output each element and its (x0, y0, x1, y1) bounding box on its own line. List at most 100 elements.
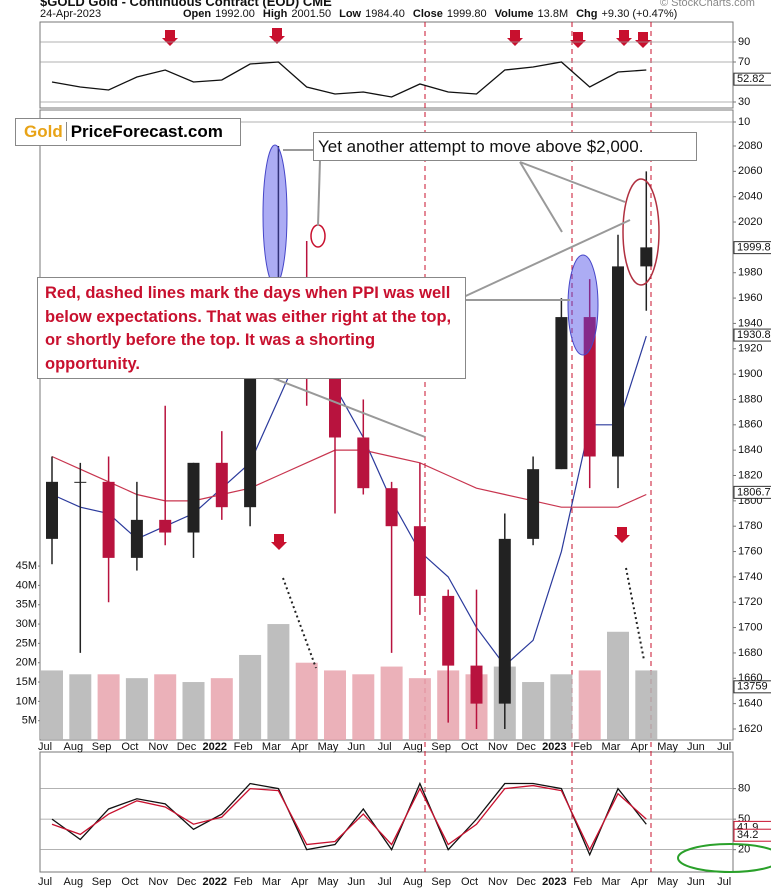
y-tick-label: 35M (16, 599, 37, 611)
x-tick-label: Aug (64, 741, 84, 753)
x-tick-label: May (657, 741, 678, 753)
candle-body (413, 526, 426, 596)
pointer (456, 219, 631, 301)
down-arrow (507, 30, 523, 46)
y-tick-label: 1700 (738, 621, 762, 633)
highlight (310, 224, 326, 248)
x-tick-label: Feb (234, 876, 253, 888)
price-panel (39, 109, 734, 741)
logo-site: PriceForecast.com (70, 122, 223, 141)
quote-label: Open (183, 8, 212, 20)
x-tick-label: Jun (687, 876, 705, 888)
volume-bar (210, 678, 233, 740)
x-tick-label: Dec (177, 741, 197, 753)
ppi-lines (424, 22, 652, 872)
candle-body (46, 481, 58, 539)
logo: Gold PriceForecast.com (15, 118, 241, 146)
value-marker-label: 13759 (737, 681, 768, 693)
y-tick-label: 1940 (738, 317, 762, 329)
y-tick-label: 2080 (738, 140, 762, 152)
x-tick-label: Jul (717, 741, 731, 753)
y-tick-label: 1620 (738, 723, 762, 735)
down-arrow (269, 28, 285, 44)
y-tick-label: 30M (16, 618, 37, 630)
volume-bar (578, 670, 601, 740)
volume-trends (282, 567, 645, 669)
down-arrow (614, 527, 630, 543)
x-tick-label: Jul (378, 876, 392, 888)
volume-bar (295, 662, 318, 740)
pointer (519, 161, 626, 203)
quote-value: 13.8M (537, 8, 569, 20)
moving-average (51, 334, 647, 667)
value-marker-label: 1806.7 (737, 486, 771, 498)
x-tick-label: Nov (148, 876, 168, 888)
x-tick-label: Apr (291, 741, 308, 753)
quote-value: 1992.00 (215, 8, 255, 20)
y-tick-label: 20M (16, 657, 37, 669)
y-tick-label: 1720 (738, 596, 762, 608)
candle-body (640, 247, 653, 267)
highlight (622, 178, 660, 286)
candle-body (74, 481, 87, 483)
quote-value: +9.30 (+0.47%) (601, 8, 678, 20)
x-tick-label: Dec (516, 876, 536, 888)
quote-label: Volume (494, 8, 534, 20)
x-tick-label: Mar (262, 741, 281, 753)
x-tick-label: Sep (431, 876, 451, 888)
x-tick-label: Aug (403, 741, 423, 753)
y-tick-label: 2020 (738, 216, 762, 228)
rsi-line (51, 61, 647, 98)
x-tick-label: Jun (347, 876, 365, 888)
y-tick-label: 5M (22, 715, 37, 727)
x-tick-label: 2023 (542, 741, 566, 753)
y-tick-label: 1960 (738, 292, 762, 304)
x-tick-label: Feb (573, 741, 592, 753)
candle-body (215, 462, 228, 508)
x-tick-label: Jul (38, 876, 52, 888)
value-marker (733, 680, 771, 694)
candle-body (442, 595, 455, 666)
quote-label: High (262, 8, 288, 20)
x-tick-label: Jun (687, 741, 705, 753)
candle-body (187, 462, 200, 533)
x-tick-label: Oct (461, 741, 478, 753)
date: 24-Apr-2023 (40, 8, 102, 20)
volume-bar (239, 654, 262, 740)
volume-bar (154, 674, 177, 740)
volume-bar (380, 666, 403, 740)
x-tick-label: Jul (378, 741, 392, 753)
y-tick-label: 1860 (738, 419, 762, 431)
down-arrow (635, 32, 651, 48)
y-tick-label: 1780 (738, 520, 762, 532)
pointer (259, 372, 426, 438)
value-marker-label: 34.2 (737, 829, 758, 841)
pointer (519, 161, 563, 233)
value-marker-label: 1999.8 (737, 242, 771, 254)
x-tick-label: Oct (461, 876, 478, 888)
volume-bar (182, 682, 205, 740)
y-tick-label: 1840 (738, 444, 762, 456)
moving-average (51, 449, 647, 508)
highlight (677, 843, 771, 873)
y-tick-label: 25M (16, 637, 37, 649)
x-tick-label: Jun (347, 741, 365, 753)
volume-bar (635, 670, 658, 740)
x-tick-label: Oct (121, 876, 138, 888)
annotation: Red, dashed lines mark the days when PPI… (37, 277, 466, 379)
quote-label: Close (412, 8, 443, 20)
pointer (317, 159, 321, 227)
value-marker (733, 828, 771, 842)
x-tick-label: Dec (516, 741, 536, 753)
y-tick-label: 30 (738, 96, 750, 108)
candle-body (498, 538, 511, 704)
volume-bar (97, 674, 120, 740)
candle-body (612, 266, 624, 457)
x-tick-label: Apr (291, 876, 308, 888)
value-marker (733, 72, 771, 86)
candle-body (527, 469, 540, 539)
volume-bar (352, 674, 375, 740)
highlights (262, 144, 771, 873)
symbol-title: $GOLD Gold - Continuous Contract (EOD) C… (40, 0, 332, 9)
